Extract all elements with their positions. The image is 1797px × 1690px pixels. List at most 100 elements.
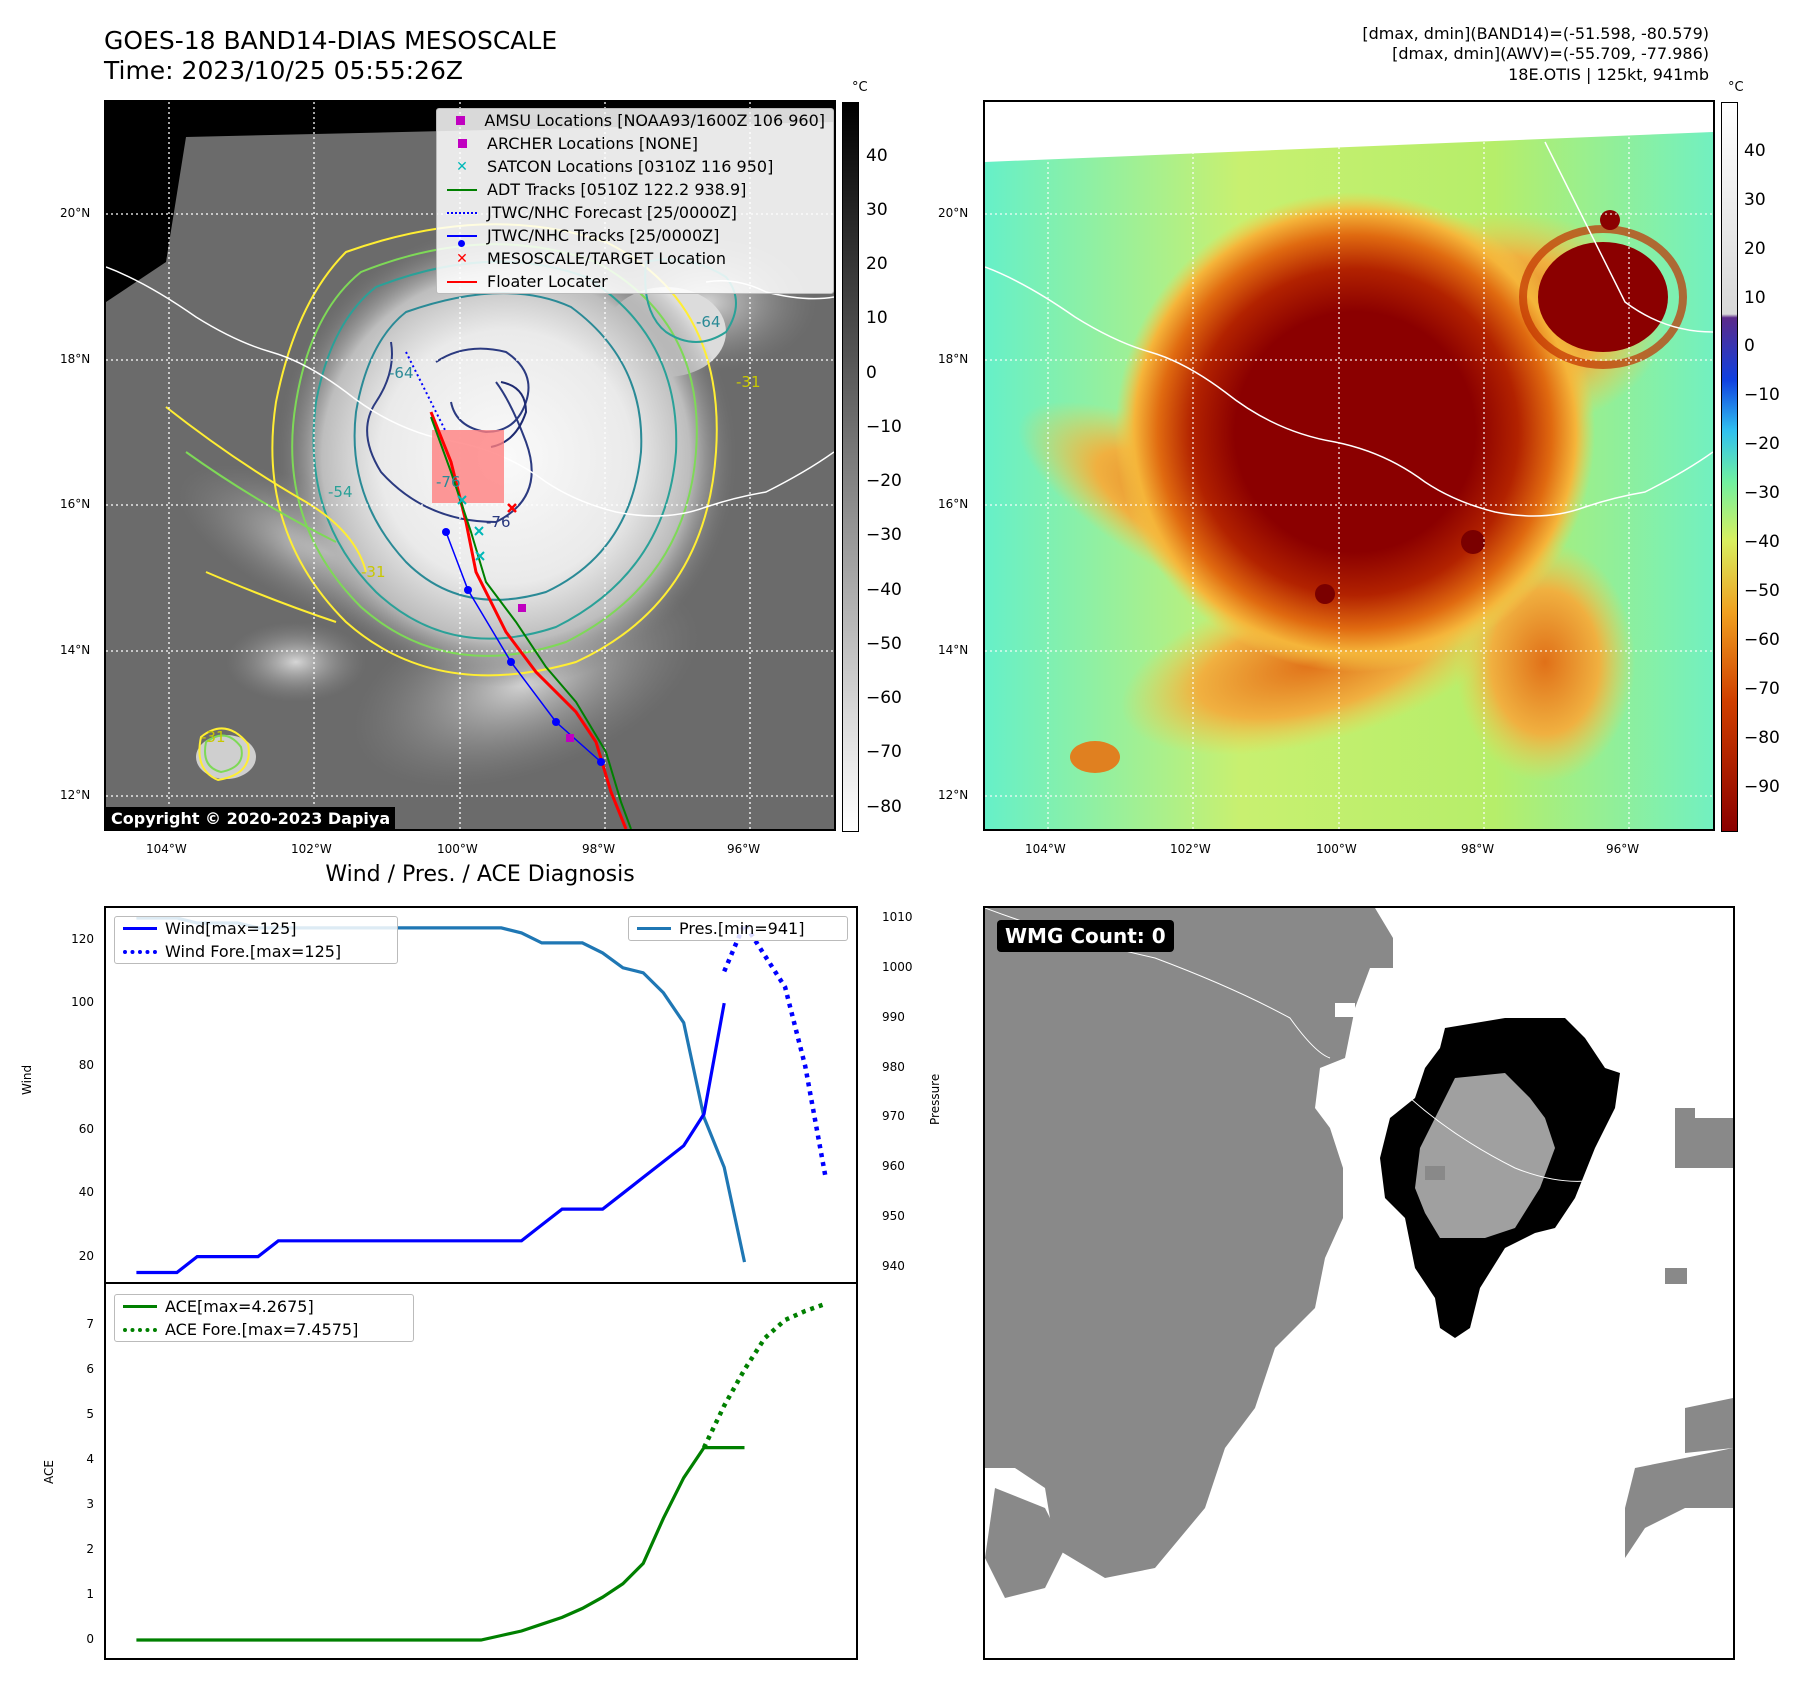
colorbar-tick: −50 bbox=[1744, 581, 1780, 601]
legend-item-ace-forecast: ACE Fore.[max=7.4575] bbox=[115, 1318, 413, 1341]
colorbar-tick: 30 bbox=[1744, 190, 1766, 210]
awv-colorbar bbox=[1721, 102, 1738, 832]
colorbar-tick: −20 bbox=[1744, 434, 1780, 454]
ace-chart: ACE[max=4.2675] ACE Fore.[max=7.4575] bbox=[104, 1282, 858, 1660]
wmg-panel: WMG Count: 0 bbox=[983, 906, 1735, 1660]
legend-item-satcon: ✕ SATCON Locations [0310Z 116 950] bbox=[456, 157, 774, 176]
colorbar-tick: 10 bbox=[1744, 288, 1766, 308]
wind-pressure-chart: Wind[max=125] Wind Fore.[max=125] Pres.[… bbox=[104, 906, 858, 1284]
colorbar-tick: −70 bbox=[866, 742, 902, 762]
colorbar-tick: 30 bbox=[866, 200, 888, 220]
colorbar-tick: −40 bbox=[866, 580, 902, 600]
pressure-tick: 990 bbox=[882, 1009, 905, 1024]
wmg-image bbox=[985, 908, 1733, 1658]
colorbar-tick: 20 bbox=[866, 254, 888, 274]
colorbar-tick: 40 bbox=[1744, 141, 1766, 161]
wind-axis-label: Wind bbox=[20, 1064, 34, 1095]
ace-plot bbox=[136, 1301, 827, 1642]
wind-legend: Wind[max=125] Wind Fore.[max=125] bbox=[114, 916, 398, 964]
ace-line bbox=[136, 1446, 745, 1642]
colorbar-tick: −70 bbox=[1744, 679, 1780, 699]
contour-label: -76 bbox=[436, 473, 461, 491]
ace-legend: ACE[max=4.2675] ACE Fore.[max=7.4575] bbox=[114, 1294, 414, 1342]
ace-tick: 1 bbox=[86, 1586, 94, 1601]
contour-label: -31 bbox=[361, 563, 386, 581]
wind-forecast-line bbox=[722, 919, 828, 1178]
lon-tick: 98°W bbox=[582, 842, 616, 856]
lat-tick: 14°N bbox=[938, 643, 969, 657]
colorbar-tick: 10 bbox=[866, 308, 888, 328]
pressure-legend: Pres.[min=941] bbox=[628, 916, 848, 941]
legend-item-wind: Wind[max=125] bbox=[115, 917, 397, 940]
legend-item-amsu: AMSU Locations [NOAA93/1600Z 106 960] bbox=[437, 109, 833, 132]
wind-tick: 120 bbox=[71, 931, 94, 946]
lat-tick: 12°N bbox=[60, 788, 91, 802]
wind-line bbox=[136, 1002, 726, 1275]
lat-tick: 18°N bbox=[938, 352, 969, 366]
lon-tick: 104°W bbox=[146, 842, 187, 856]
legend-item-tracks: JTWC/NHC Tracks [25/0000Z] bbox=[437, 224, 833, 247]
pressure-tick: 980 bbox=[882, 1059, 905, 1074]
legend-item-floater: Floater Locater bbox=[437, 270, 833, 293]
storm-info: 18E.OTIS | 125kt, 941mb bbox=[1508, 65, 1709, 84]
lon-tick: 96°W bbox=[727, 842, 761, 856]
colorbar-tick: 0 bbox=[1744, 336, 1755, 356]
lon-tick: 104°W bbox=[1025, 842, 1066, 856]
wind-tick: 100 bbox=[71, 995, 94, 1010]
colorbar-tick: −40 bbox=[1744, 532, 1780, 552]
wmg-count-badge: WMG Count: 0 bbox=[997, 920, 1174, 952]
lat-tick: 16°N bbox=[938, 497, 969, 511]
pressure-tick: 1010 bbox=[882, 909, 913, 924]
contour-label: -64 bbox=[389, 364, 414, 382]
band14-colorbar bbox=[842, 102, 859, 832]
colorbar-tick: −60 bbox=[1744, 630, 1780, 650]
figure-title-line2: Time: 2023/10/25 05:55:26Z bbox=[104, 56, 463, 85]
lon-tick: 100°W bbox=[437, 842, 478, 856]
lat-tick: 18°N bbox=[60, 352, 91, 366]
wind-tick: 20 bbox=[78, 1248, 94, 1263]
pressure-tick: 940 bbox=[882, 1259, 905, 1274]
lat-tick: 20°N bbox=[60, 206, 91, 220]
colorbar-tick: −80 bbox=[1744, 728, 1780, 748]
ace-tick: 6 bbox=[86, 1361, 94, 1376]
band14-map-panel: -64 -64 -76 -76 -31 -31 -31 -54 Copyrigh… bbox=[104, 100, 836, 831]
colorbar-tick: −20 bbox=[866, 471, 902, 491]
contour-label: -54 bbox=[328, 483, 353, 501]
colorbar-tick: −80 bbox=[866, 797, 902, 817]
contour-label: -31 bbox=[201, 728, 226, 746]
ace-tick: 0 bbox=[86, 1631, 94, 1646]
lon-tick: 102°W bbox=[1170, 842, 1211, 856]
diagnosis-title: Wind / Pres. / ACE Diagnosis bbox=[325, 862, 635, 887]
pressure-tick: 960 bbox=[882, 1159, 905, 1174]
lat-tick: 14°N bbox=[60, 643, 91, 657]
pressure-line bbox=[136, 916, 747, 1263]
colorbar-tick: −30 bbox=[1744, 483, 1780, 503]
legend-item-pressure: Pres.[min=941] bbox=[629, 917, 847, 940]
colorbar-tick: 0 bbox=[866, 363, 877, 383]
legend-item-archer: ARCHER Locations [NONE] bbox=[437, 132, 833, 155]
ace-axis-label: ACE bbox=[42, 1460, 56, 1484]
ace-tick: 4 bbox=[86, 1451, 94, 1466]
colorbar-tick: −60 bbox=[866, 688, 902, 708]
ace-tick: 3 bbox=[86, 1496, 94, 1511]
colorbar-unit: °C bbox=[1728, 80, 1744, 95]
lon-tick: 98°W bbox=[1461, 842, 1495, 856]
lon-tick: 102°W bbox=[291, 842, 332, 856]
figure-title-line1: GOES-18 BAND14-DIAS MESOSCALE bbox=[104, 26, 558, 55]
contour-label: -31 bbox=[736, 373, 761, 391]
lat-tick: 20°N bbox=[938, 206, 969, 220]
awv-map-panel bbox=[983, 100, 1715, 831]
pressure-tick: 970 bbox=[882, 1109, 905, 1124]
lat-tick: 12°N bbox=[938, 788, 969, 802]
colorbar-tick: 40 bbox=[866, 146, 888, 166]
pressure-tick: 1000 bbox=[882, 959, 913, 974]
awv-map-image bbox=[985, 102, 1713, 829]
colorbar-tick: −10 bbox=[866, 417, 902, 437]
legend-item-ace: ACE[max=4.2675] bbox=[115, 1295, 413, 1318]
legend-item-target: ✕ MESOSCALE/TARGET Location bbox=[456, 249, 726, 268]
copyright-badge: Copyright © 2020-2023 Dapiya bbox=[106, 807, 396, 829]
pressure-tick: 950 bbox=[882, 1209, 905, 1224]
colorbar-tick: −10 bbox=[1744, 385, 1780, 405]
contour-label: -76 bbox=[486, 513, 511, 531]
wind-pressure-plot bbox=[136, 916, 828, 1275]
